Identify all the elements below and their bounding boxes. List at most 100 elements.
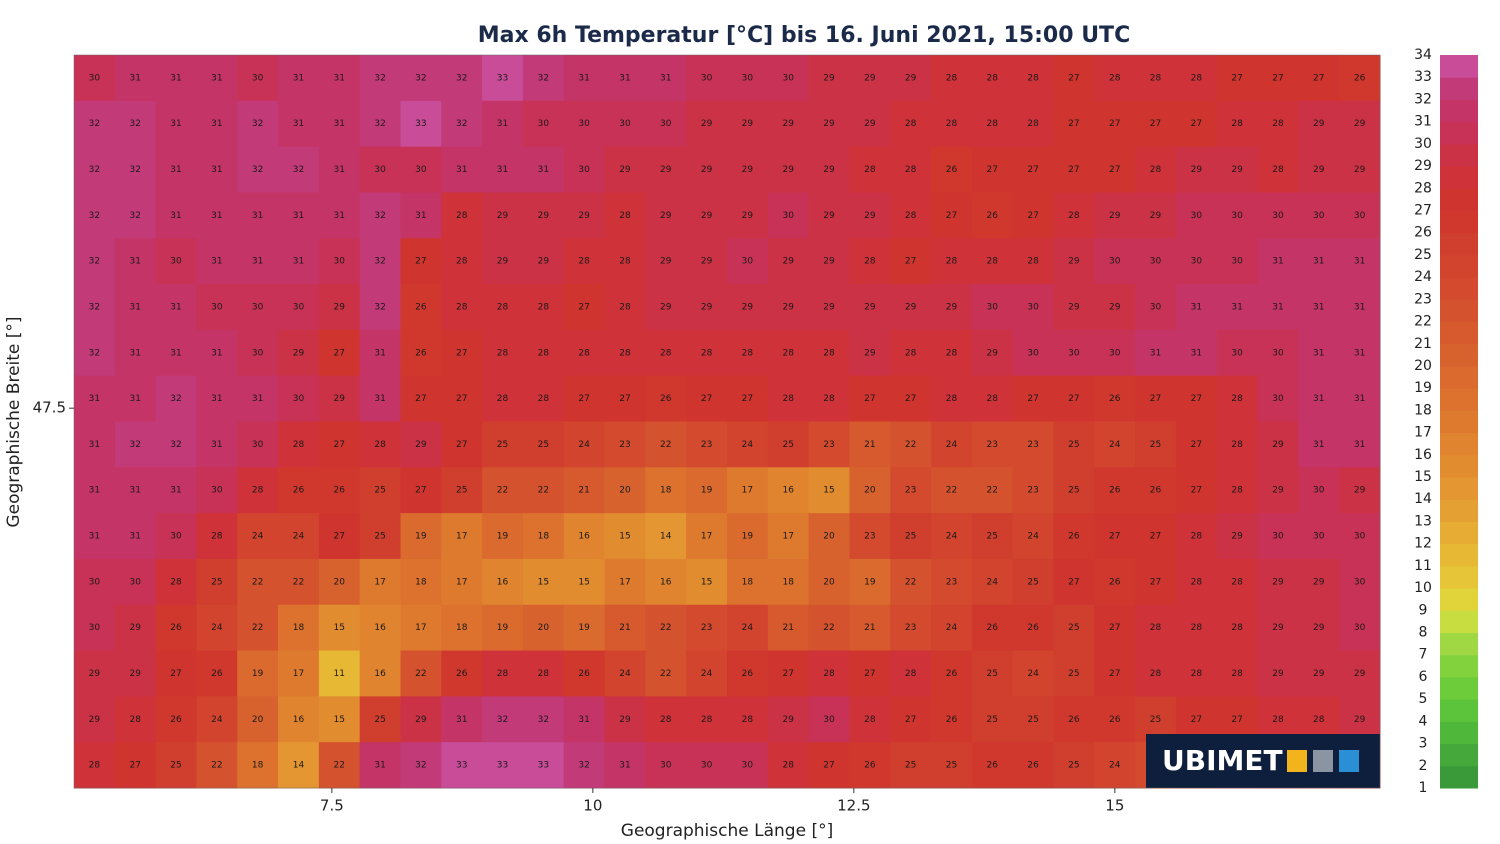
- colorbar-block: [1440, 676, 1478, 700]
- cell: [237, 513, 279, 560]
- cell: [1175, 329, 1218, 377]
- cell: [114, 650, 157, 697]
- cell-value: 32: [129, 211, 140, 221]
- cell-value: 15: [334, 715, 345, 725]
- cell: [931, 192, 973, 239]
- cell-value: 28: [1272, 119, 1284, 129]
- cell-value: 31: [252, 394, 263, 404]
- cell: [1012, 467, 1054, 514]
- cell: [808, 742, 850, 789]
- cell-value: 24: [293, 532, 305, 542]
- cell: [727, 284, 769, 331]
- cell-value: 26: [1068, 715, 1080, 725]
- cell: [482, 284, 524, 331]
- cell-value: 32: [129, 165, 140, 175]
- cell-value: 31: [129, 73, 140, 83]
- cell: [359, 329, 401, 377]
- cell-value: 26: [1109, 715, 1121, 725]
- cell-value: 29: [1354, 715, 1366, 725]
- cell: [318, 650, 361, 697]
- cell-value: 17: [619, 577, 630, 587]
- cell: [237, 329, 279, 377]
- cell: [686, 513, 728, 560]
- cell-value: 26: [211, 669, 223, 679]
- cell: [522, 696, 565, 743]
- cell-value: 29: [129, 623, 141, 633]
- cell: [522, 284, 565, 331]
- cell: [890, 100, 932, 148]
- cell: [1298, 146, 1340, 193]
- colorbar-block: [1440, 143, 1478, 167]
- cell: [890, 742, 932, 789]
- cell-value: 30: [660, 119, 672, 129]
- cell: [931, 284, 973, 331]
- cell: [1216, 100, 1259, 148]
- cell: [645, 696, 687, 743]
- cell-value: 27: [823, 761, 834, 771]
- cell-value: 28: [456, 257, 468, 267]
- cell-value: 32: [538, 73, 549, 83]
- cell: [1339, 421, 1381, 468]
- cell: [1257, 192, 1299, 239]
- cell-value: 30: [619, 119, 631, 129]
- cell-value: 28: [1272, 165, 1284, 175]
- cell: [971, 146, 1014, 193]
- cell: [971, 192, 1014, 239]
- cell-value: 30: [293, 394, 305, 404]
- cell-value: 28: [782, 348, 794, 358]
- cell-value: 19: [415, 532, 427, 542]
- cell-value: 32: [578, 761, 589, 771]
- cell: [1298, 558, 1340, 606]
- cell: [849, 513, 891, 560]
- cell: [237, 238, 279, 285]
- colorbar-label: 20: [1414, 358, 1432, 374]
- cell-value: 27: [334, 348, 345, 358]
- cell: [1257, 513, 1299, 560]
- cell: [441, 238, 483, 285]
- cell: [237, 696, 279, 743]
- cell-value: 27: [1109, 165, 1120, 175]
- cell-value: 28: [1191, 532, 1203, 542]
- cell-value: 32: [89, 165, 100, 175]
- cell: [522, 467, 565, 514]
- cell-value: 28: [946, 394, 958, 404]
- cell-value: 31: [1272, 257, 1283, 267]
- cell: [1135, 604, 1177, 652]
- cell-value: 28: [782, 394, 794, 404]
- cell: [645, 329, 687, 377]
- cell: [931, 375, 973, 422]
- cell-value: 32: [89, 211, 100, 221]
- cell: [686, 284, 728, 331]
- cell: [196, 100, 238, 148]
- colorbar-block: [1440, 454, 1478, 478]
- cell-value: 30: [252, 440, 264, 450]
- cell-value: 24: [1109, 440, 1121, 450]
- colorbar-label: 17: [1414, 425, 1432, 441]
- cell-value: 25: [1068, 440, 1079, 450]
- cell-value: 29: [660, 257, 672, 267]
- cell: [155, 329, 197, 377]
- cell: [74, 604, 116, 652]
- cell-value: 31: [334, 73, 345, 83]
- cell-value: 26: [415, 348, 427, 358]
- cell: [727, 146, 769, 193]
- cell-value: 30: [823, 715, 835, 725]
- cell: [1216, 650, 1259, 697]
- cell: [767, 192, 810, 239]
- cell: [359, 375, 401, 422]
- cell-value: 17: [782, 532, 793, 542]
- cell-value: 24: [619, 669, 631, 679]
- cell: [74, 238, 116, 285]
- cell-value: 23: [823, 440, 834, 450]
- cell: [890, 467, 932, 514]
- cell-value: 31: [456, 715, 467, 725]
- cell: [808, 604, 850, 652]
- cell: [1257, 375, 1299, 422]
- cell-value: 29: [1068, 257, 1080, 267]
- cell-value: 29: [823, 257, 835, 267]
- cell: [400, 421, 442, 468]
- cell: [890, 650, 932, 697]
- colorbar-block: [1440, 55, 1478, 78]
- cell: [1257, 146, 1299, 193]
- cell: [522, 55, 565, 102]
